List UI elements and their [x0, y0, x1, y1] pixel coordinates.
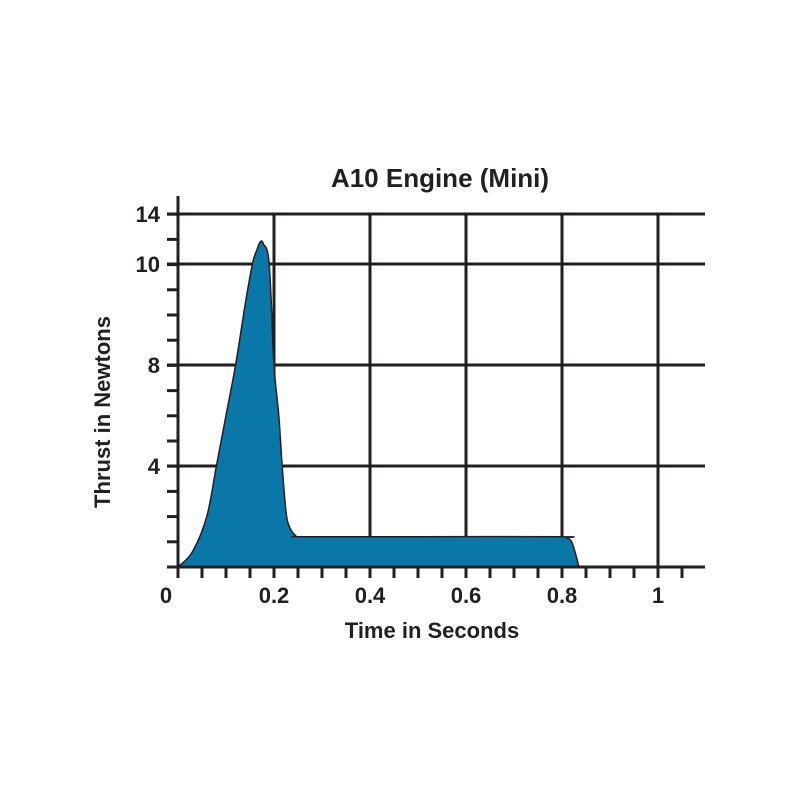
- x-tick-label: 0.4: [355, 583, 386, 608]
- chart-title: A10 Engine (Mini): [331, 163, 549, 193]
- x-tick-labels: 0 0.2 0.4 0.6 0.8 1: [160, 583, 664, 608]
- y-tick-label: 10: [136, 252, 160, 277]
- thrust-area: [177, 240, 580, 568]
- axes: [167, 196, 705, 578]
- x-tick-label: 0: [160, 583, 172, 608]
- y-tick-label: 8: [148, 353, 160, 378]
- x-tick-label: 1: [652, 583, 664, 608]
- y-tick-label: 4: [148, 454, 161, 479]
- x-tick-label: 0.6: [451, 583, 482, 608]
- y-tick-labels: 4 8 10 14: [136, 202, 161, 479]
- y-tick-label: 14: [136, 202, 161, 227]
- x-tick-label: 0.8: [547, 583, 578, 608]
- x-axis-label: Time in Seconds: [345, 618, 519, 643]
- y-axis-label: Thrust in Newtons: [90, 316, 115, 508]
- x-tick-label: 0.2: [259, 583, 290, 608]
